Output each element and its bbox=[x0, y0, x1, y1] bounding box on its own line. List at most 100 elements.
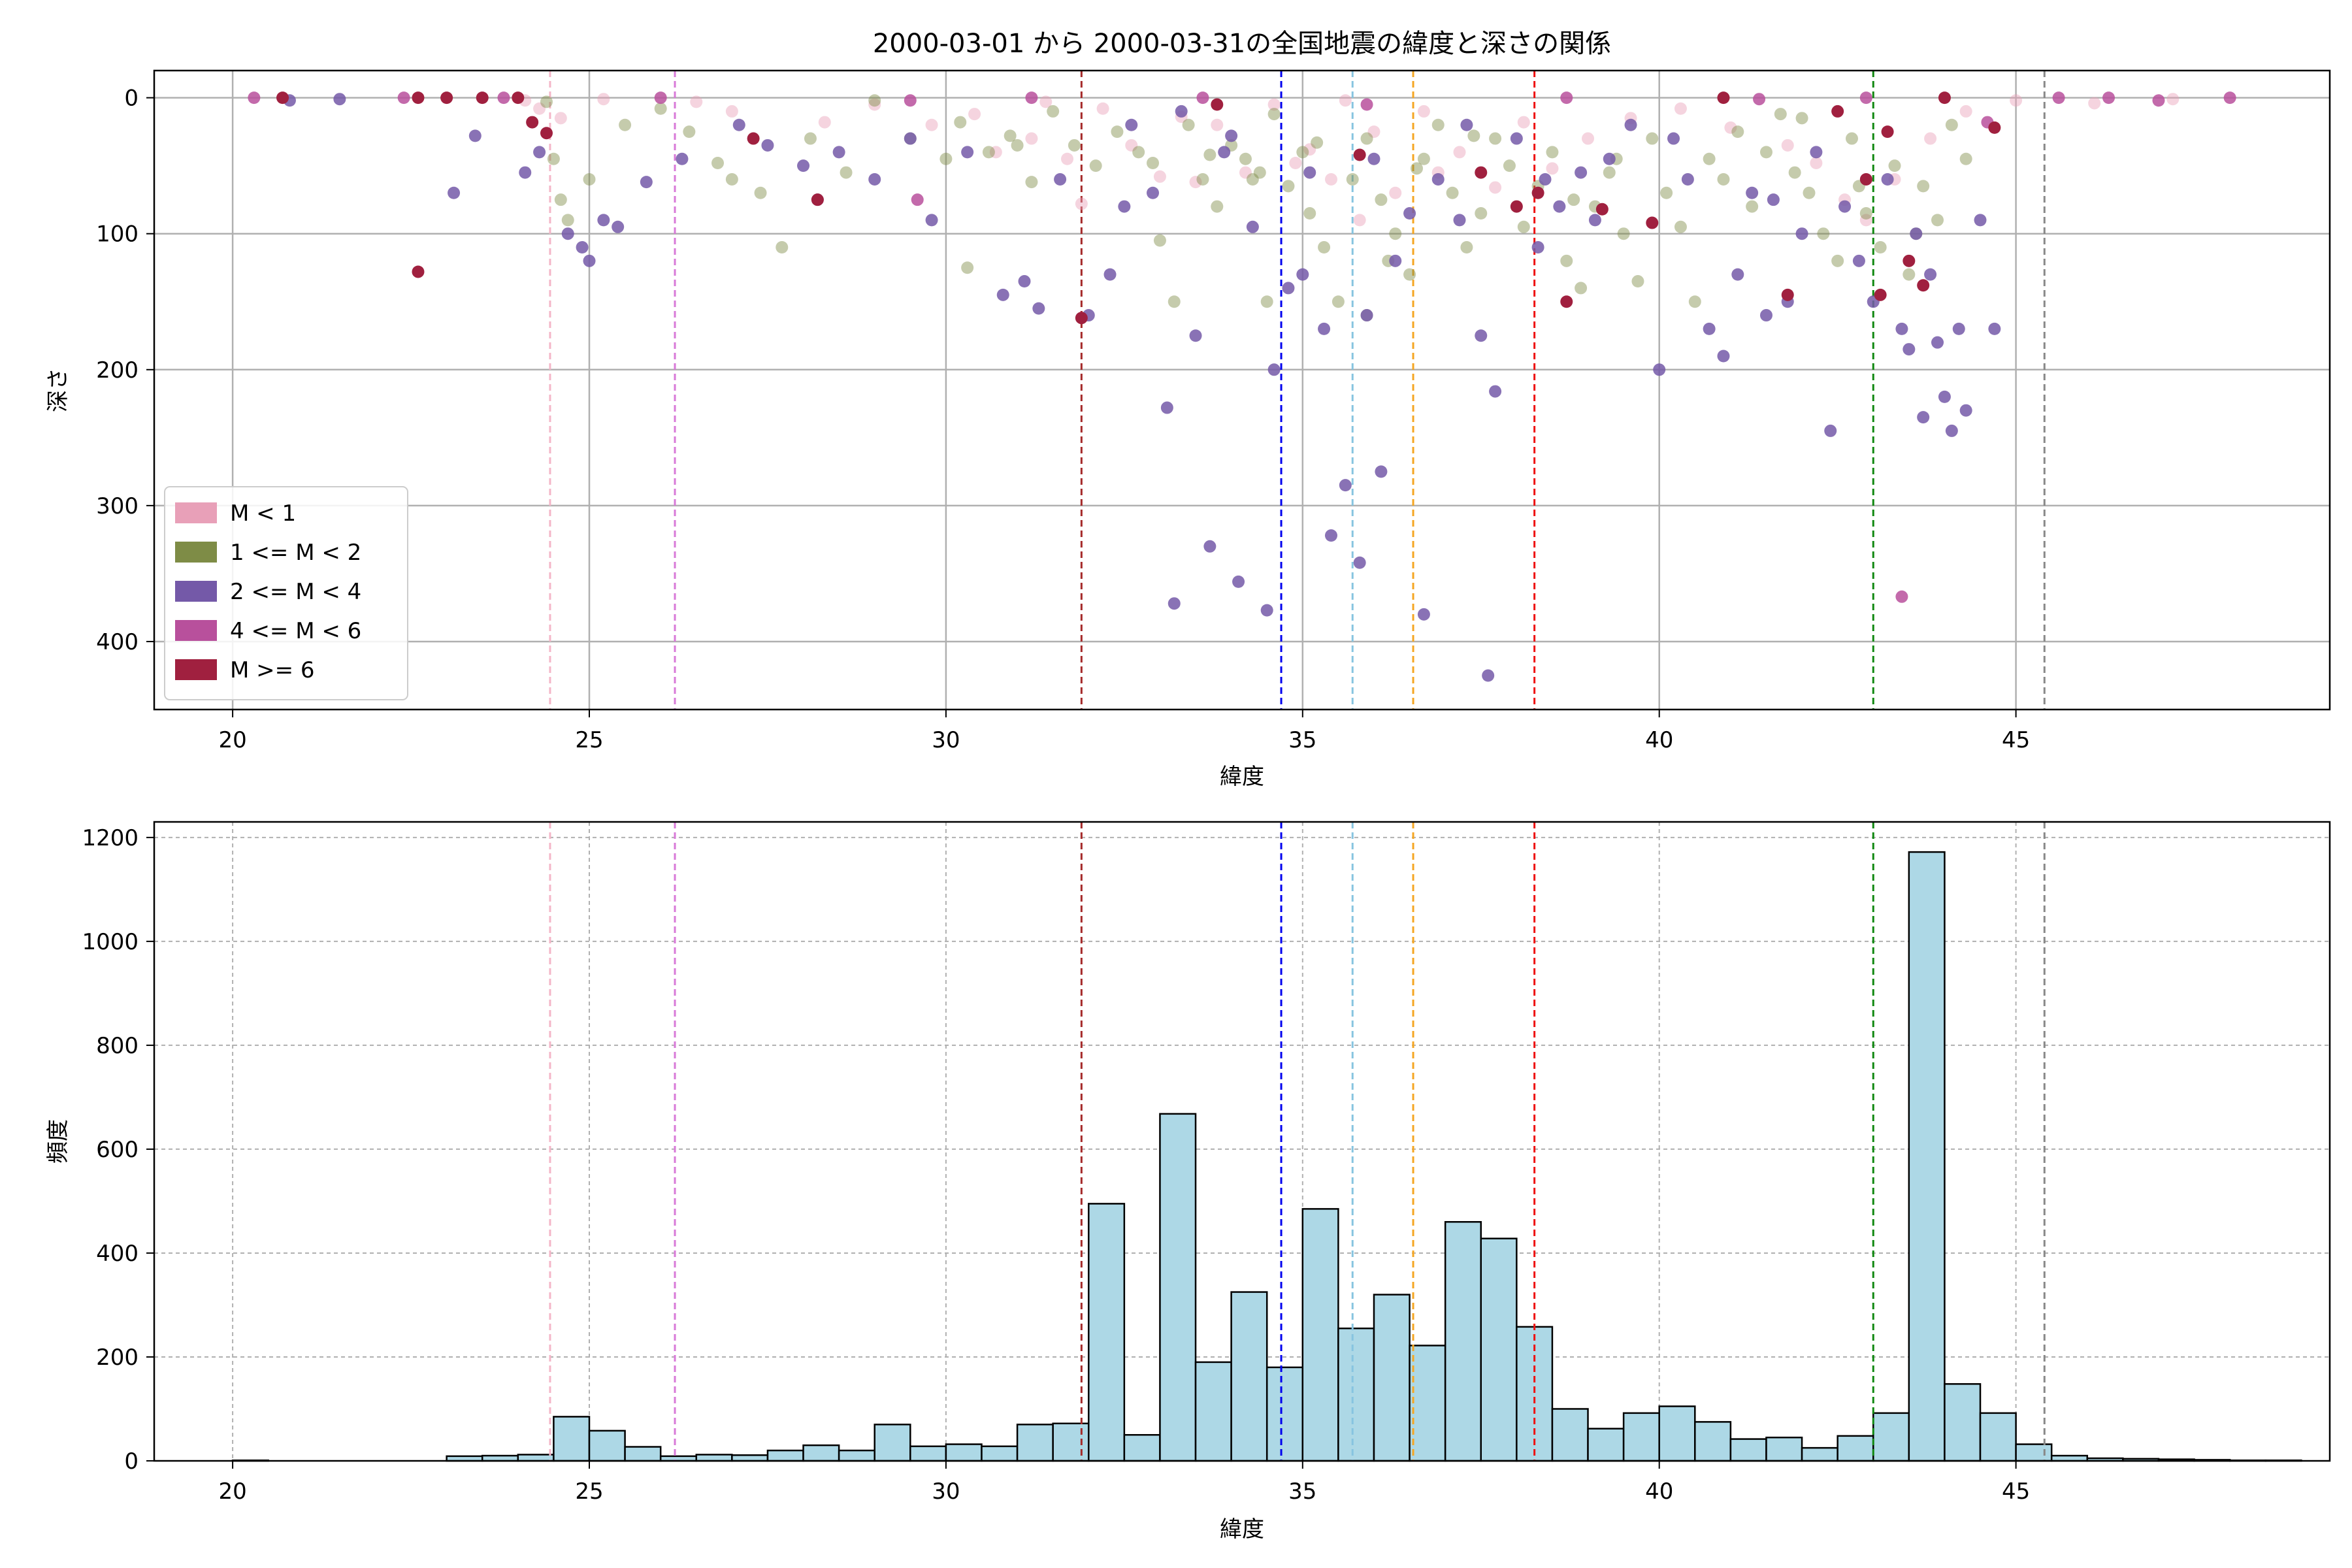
scatter-legend-swatch bbox=[175, 581, 217, 602]
scatter-point bbox=[1546, 146, 1559, 159]
scatter-point bbox=[1054, 172, 1067, 186]
scatter-point bbox=[1318, 241, 1331, 254]
scatter-point bbox=[1253, 166, 1266, 179]
scatter-points bbox=[248, 91, 2236, 682]
scatter-point bbox=[1453, 214, 1466, 227]
scatter-point bbox=[961, 146, 974, 159]
scatter-point bbox=[1431, 172, 1445, 186]
histogram-bar bbox=[1266, 1366, 1304, 1462]
histogram-bar bbox=[1944, 1383, 1982, 1462]
scatter-point bbox=[1353, 148, 1366, 161]
scatter-point bbox=[1375, 465, 1388, 478]
scatter-point bbox=[2052, 91, 2065, 105]
scatter-point bbox=[1917, 180, 1930, 193]
scatter-point bbox=[1068, 139, 1081, 152]
histogram-x-tick-label: 40 bbox=[1645, 1478, 1673, 1505]
scatter-point bbox=[412, 91, 425, 105]
scatter-point bbox=[276, 91, 289, 105]
scatter-point bbox=[1417, 152, 1430, 165]
histogram-bar bbox=[1622, 1412, 1660, 1462]
scatter-point bbox=[868, 98, 881, 111]
scatter-point bbox=[1004, 129, 1017, 142]
scatter-x-ticks: 20 25 30 35 40 45 bbox=[218, 710, 2030, 753]
scatter-point bbox=[1646, 216, 1659, 229]
scatter-point bbox=[1410, 162, 1423, 175]
scatter-point bbox=[1624, 118, 1637, 131]
scatter-point bbox=[1717, 350, 1730, 363]
scatter-y-ticks: 0 100 200 300 400 bbox=[96, 86, 154, 655]
scatter-plot-frame bbox=[153, 69, 2331, 711]
scatter-point bbox=[868, 94, 881, 107]
histogram-bar bbox=[1230, 1291, 1268, 1462]
scatter-point bbox=[1895, 590, 1908, 603]
scatter-point bbox=[561, 227, 574, 240]
scatter-point bbox=[1759, 146, 1772, 159]
scatter-point bbox=[754, 186, 767, 199]
scatter-point bbox=[1267, 98, 1281, 111]
scatter-point bbox=[583, 254, 596, 267]
scatter-point bbox=[1346, 172, 1359, 186]
scatter-point bbox=[1759, 309, 1772, 322]
scatter-point bbox=[1353, 214, 1366, 227]
scatter-legend-label: 4 <= M < 6 bbox=[230, 618, 361, 644]
scatter-point bbox=[640, 176, 653, 189]
scatter-point bbox=[1353, 556, 1366, 569]
scatter-point bbox=[1211, 118, 1224, 131]
scatter-point bbox=[1888, 159, 1901, 172]
scatter-point bbox=[1203, 540, 1217, 553]
scatter-point bbox=[1767, 193, 1780, 206]
scatter-point bbox=[1746, 186, 1759, 199]
scatter-chart: 2000-03-01 から 2000-03-31の全国地震の緯度と深さの関係 2… bbox=[45, 29, 2331, 790]
histogram-x-tick-label: 30 bbox=[932, 1478, 960, 1505]
scatter-point bbox=[1296, 268, 1309, 281]
scatter-point bbox=[832, 146, 845, 159]
scatter-legend: M < 1 1 <= M < 2 2 <= M < 4 4 <= M < 6 M >= … bbox=[164, 486, 408, 700]
scatter-point bbox=[1531, 186, 1544, 199]
scatter-point bbox=[397, 91, 410, 105]
scatter-point bbox=[1617, 227, 1630, 240]
scatter-point bbox=[1075, 312, 1088, 325]
scatter-point bbox=[1646, 132, 1659, 145]
scatter-x-tick-label: 35 bbox=[1288, 727, 1316, 753]
scatter-point bbox=[904, 132, 917, 145]
scatter-point bbox=[1753, 93, 1766, 106]
scatter-point bbox=[725, 105, 738, 118]
scatter-y-tick-label: 300 bbox=[96, 493, 139, 519]
scatter-point bbox=[1881, 125, 1894, 139]
scatter-point bbox=[1389, 227, 1402, 240]
scatter-point bbox=[761, 139, 774, 152]
histogram-y-tick-label: 0 bbox=[124, 1448, 139, 1475]
scatter-legend-swatch bbox=[175, 659, 217, 680]
scatter-point bbox=[540, 127, 553, 140]
scatter-point bbox=[1168, 295, 1181, 308]
scatter-point bbox=[1189, 329, 1202, 342]
scatter-point bbox=[1403, 206, 1416, 220]
histogram-bar bbox=[624, 1446, 662, 1462]
histogram-bar bbox=[1729, 1438, 1767, 1462]
scatter-point bbox=[1318, 322, 1331, 335]
scatter-point bbox=[1945, 118, 1958, 131]
scatter-point bbox=[1296, 146, 1309, 159]
scatter-point bbox=[1431, 118, 1445, 131]
scatter-point bbox=[1360, 98, 1373, 111]
scatter-point bbox=[1232, 575, 1245, 588]
scatter-point bbox=[1289, 156, 1302, 169]
scatter-point bbox=[1510, 200, 1523, 213]
scatter-point bbox=[1938, 390, 1951, 403]
scatter-point bbox=[1367, 125, 1380, 139]
scatter-point bbox=[1831, 254, 1844, 267]
histogram-bar bbox=[1194, 1361, 1232, 1462]
scatter-point bbox=[1603, 166, 1616, 179]
scatter-point bbox=[554, 112, 567, 125]
scatter-chart-title: 2000-03-01 から 2000-03-31の全国地震の緯度と深さの関係 bbox=[873, 29, 1611, 59]
scatter-point bbox=[811, 193, 824, 206]
histogram-x-tick-label: 20 bbox=[218, 1478, 246, 1505]
scatter-point bbox=[1203, 148, 1217, 161]
scatter-point bbox=[1360, 132, 1373, 145]
histogram-bar bbox=[945, 1443, 983, 1462]
histogram-bar bbox=[588, 1429, 626, 1462]
histogram-bar bbox=[1801, 1446, 1838, 1462]
scatter-point bbox=[1903, 254, 1916, 267]
scatter-point bbox=[1788, 166, 1801, 179]
